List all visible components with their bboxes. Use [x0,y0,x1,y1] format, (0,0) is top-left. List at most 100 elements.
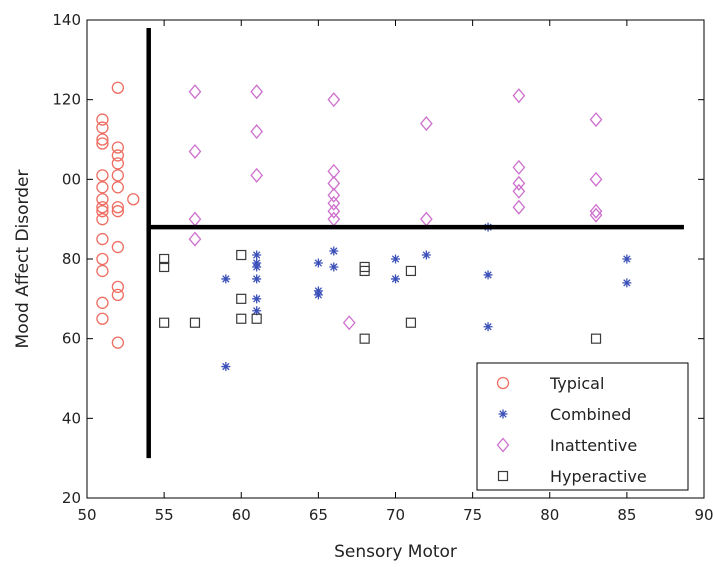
x-tick-label: 80 [540,506,559,524]
combined-point [252,262,262,272]
combined-point [221,274,231,284]
hyperactive-point [236,249,247,261]
typical-point [96,121,109,134]
typical-point [111,205,124,218]
y-tick-label: 20 [62,489,81,507]
x-tick-label: 50 [77,506,96,524]
inattentive-point [250,124,264,140]
combined-point [421,250,431,260]
hyperactive-point [159,261,170,273]
combined-point [252,306,262,316]
combined-point [329,246,339,256]
y-tick-label: 00 [62,170,81,188]
y-tick-label: 60 [62,330,81,348]
typical-point [111,181,124,194]
x-tick-label: 90 [694,506,713,524]
legend: Typical Combined Inattentive Hyperactive [476,362,689,491]
inattentive-point [512,159,526,175]
y-tick-label: 140 [52,11,81,29]
typical-point [111,169,124,182]
combined-point [483,270,493,280]
hyperactive-point [405,317,417,328]
inattentive-point [589,207,603,223]
typical-point [111,81,124,94]
inattentive-point [327,175,341,191]
typical-point [111,201,124,214]
inattentive-point [188,84,202,100]
hyperactive-point [251,313,262,324]
typical-point [111,240,124,254]
y-axis-ticks: 20 40 60 80 00 120 140 [52,11,704,507]
typical-point [96,169,109,182]
combined-point [622,254,632,264]
legend-label-typical: Typical [549,374,604,393]
hyperactive-point [359,333,370,344]
hyperactive-point [159,317,170,328]
y-tick-label: 120 [52,91,81,109]
inattentive-point [512,183,526,199]
inattentive-point [327,195,341,211]
typical-point [127,193,140,206]
x-tick-label: 85 [617,506,636,524]
typical-point [111,280,124,294]
hyperactive-point [590,333,602,344]
typical-point [96,137,109,150]
hyperactive-point [359,265,370,277]
legend-label-hyperactive: Hyperactive [550,467,647,486]
hyperactive-point [236,293,247,304]
legend-label-inattentive: Inattentive [550,436,637,455]
typical-point [96,232,109,246]
legend-box [476,362,689,491]
typical-point [96,201,109,214]
x-tick-label: 60 [232,506,251,524]
combined-point [252,250,262,260]
typical-point [96,312,109,325]
inattentive-point [327,92,341,108]
inattentive-point [342,315,356,331]
legend-marker-typical [496,376,510,390]
legend-marker-hyperactive [497,470,509,482]
y-tick-label: 80 [62,250,81,268]
x-tick-label: 70 [386,506,405,524]
typical-point [96,252,109,266]
combined-point [252,294,262,304]
data-markers [96,81,632,372]
threshold-lines [146,27,684,459]
x-tick-label: 75 [463,506,482,524]
combined-point [391,254,400,264]
typical-point [96,296,109,309]
typical-point [111,157,124,170]
typical-point [96,113,109,126]
y-axis-label: Mood Affect Disorder [13,170,33,349]
typical-point [111,149,124,162]
y-tick-label: 40 [62,409,81,427]
inattentive-point [589,112,603,128]
hyperactive-point [189,317,201,328]
x-tick-label: 55 [155,506,174,524]
hyperactive-point [405,265,417,277]
typical-point [96,264,109,278]
inattentive-point [589,203,603,219]
x-tick-label: 65 [309,506,328,524]
inattentive-point [327,187,341,203]
inattentive-point [188,143,202,159]
inattentive-point [419,116,433,132]
inattentive-point [327,163,341,179]
legend-marker-inattentive [496,437,510,453]
combined-point [391,274,400,284]
typical-point [96,133,109,146]
inattentive-point [250,167,264,183]
inattentive-point [327,203,341,219]
combined-point [221,362,231,372]
typical-point [96,213,109,226]
x-axis-ticks: 50 55 60 65 70 75 80 85 90 [77,20,713,524]
combined-point [329,262,339,272]
legend-label-combined: Combined [550,405,631,424]
typical-point [111,288,124,302]
legend-marker-combined [498,409,508,419]
combined-point [313,258,323,268]
hyperactive-point [236,313,247,324]
combined-point [313,290,323,300]
typical-point [96,205,109,218]
